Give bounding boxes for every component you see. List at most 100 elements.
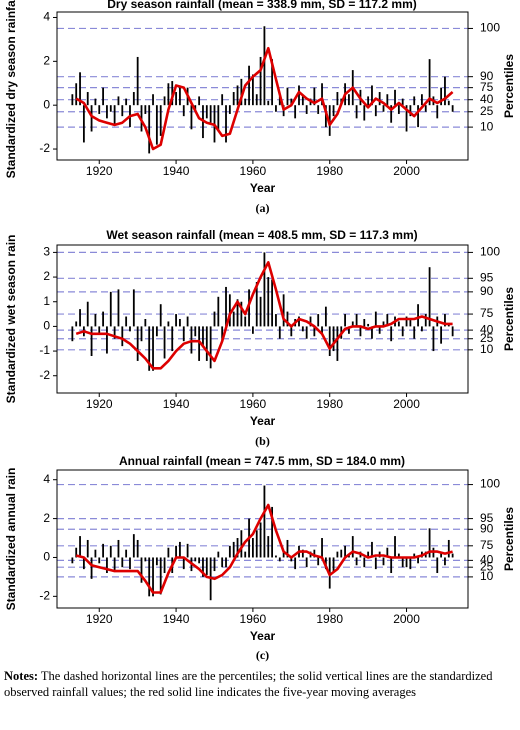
- bar: [278, 326, 281, 339]
- bar: [129, 557, 131, 570]
- bar: [109, 545, 112, 558]
- bar: [86, 539, 89, 558]
- bar: [405, 557, 408, 568]
- bar: [317, 314, 320, 327]
- bar: [90, 326, 93, 356]
- y-tick-label: 0: [43, 319, 50, 333]
- bar: [444, 76, 446, 106]
- bar: [125, 98, 128, 106]
- bar: [94, 549, 97, 558]
- bar: [240, 301, 243, 327]
- bar: [298, 316, 300, 327]
- y2-tick-label: 10: [480, 569, 494, 583]
- bar: [132, 534, 135, 558]
- plot-frame: [56, 244, 469, 394]
- bar: [428, 59, 431, 106]
- y-tick-label: -2: [39, 368, 50, 382]
- bar: [328, 326, 331, 356]
- bar: [290, 557, 293, 562]
- bar: [175, 314, 177, 327]
- bar: [213, 311, 216, 327]
- panel-caption: (c): [256, 648, 269, 662]
- bar: [221, 326, 224, 342]
- bar: [255, 94, 258, 106]
- bar: [313, 549, 316, 558]
- bar: [255, 530, 258, 558]
- bar: [282, 294, 285, 327]
- bar: [244, 98, 247, 106]
- y2-tick-label: 40: [480, 553, 494, 567]
- bar: [86, 92, 89, 106]
- bar: [444, 314, 446, 327]
- y2-axis-label: Percentiles: [502, 54, 516, 118]
- bar: [171, 326, 174, 352]
- x-tick-label: 1960: [240, 612, 267, 626]
- bar: [424, 105, 427, 112]
- bar: [440, 87, 443, 106]
- y-tick-label: -1: [39, 343, 50, 357]
- bar: [332, 326, 335, 352]
- bar: [152, 94, 154, 106]
- bar: [428, 528, 431, 558]
- bar: [401, 98, 404, 106]
- y2-tick-label: 75: [480, 538, 494, 552]
- bar: [417, 105, 419, 128]
- y2-tick-label: 100: [480, 477, 500, 491]
- bar: [332, 105, 335, 117]
- bar: [263, 252, 266, 327]
- bar: [79, 536, 81, 558]
- bar: [355, 557, 358, 566]
- bar: [109, 105, 112, 112]
- bar: [144, 557, 147, 562]
- bar: [117, 289, 120, 327]
- bar: [132, 92, 135, 106]
- bar: [371, 85, 373, 106]
- bar: [313, 87, 316, 106]
- bar: [259, 522, 262, 558]
- y2-tick-label: 40: [480, 322, 494, 336]
- bar: [175, 92, 177, 106]
- y2-tick-label: 90: [480, 521, 494, 535]
- x-tick-label: 1980: [316, 612, 343, 626]
- x-tick-label: 1940: [163, 397, 190, 411]
- bar: [394, 89, 396, 106]
- bar: [278, 557, 281, 562]
- bar: [248, 289, 250, 327]
- y2-tick-label: 95: [480, 511, 494, 525]
- y-tick-label: 4: [43, 472, 50, 486]
- bar: [259, 296, 262, 327]
- bar: [305, 326, 308, 339]
- bar: [278, 96, 281, 106]
- notes: Notes: The dashed horizontal lines are t…: [4, 668, 514, 700]
- bar: [390, 557, 393, 574]
- bar: [440, 551, 443, 558]
- bar: [159, 557, 162, 595]
- bar: [186, 316, 189, 327]
- y-tick-label: 1: [43, 294, 50, 308]
- x-tick-label: 1980: [316, 397, 343, 411]
- bar: [424, 314, 427, 327]
- bar: [275, 555, 277, 558]
- y2-tick-label: 100: [480, 245, 500, 259]
- bar: [244, 551, 247, 558]
- bar: [451, 326, 454, 337]
- bar: [336, 92, 339, 106]
- bar: [244, 316, 247, 327]
- bar: [405, 316, 408, 327]
- bar: [382, 105, 385, 112]
- bar: [71, 326, 74, 342]
- y2-tick-label: 90: [480, 284, 494, 298]
- bar: [198, 557, 201, 564]
- bar: [263, 26, 266, 106]
- bar: [179, 319, 181, 327]
- bar: [121, 105, 124, 117]
- y-tick-label: 2: [43, 54, 50, 68]
- bar: [136, 326, 139, 361]
- bar: [286, 87, 289, 106]
- bar: [125, 316, 128, 327]
- bar: [255, 282, 258, 327]
- y-tick-label: 2: [43, 269, 50, 283]
- x-tick-label: 1960: [240, 164, 267, 178]
- bar: [217, 296, 220, 327]
- bar: [159, 105, 162, 136]
